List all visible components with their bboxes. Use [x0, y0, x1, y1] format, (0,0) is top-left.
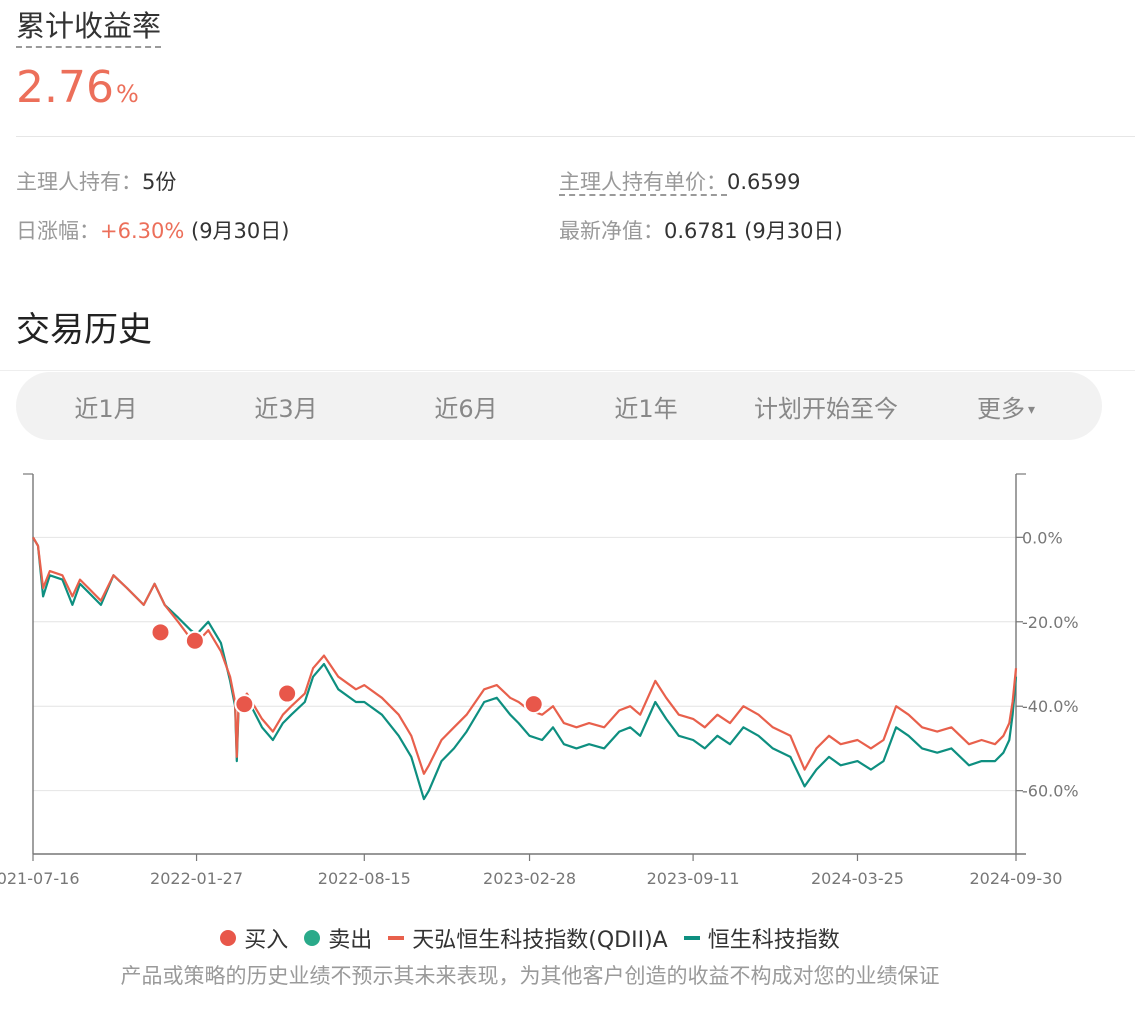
axes — [23, 473, 1026, 861]
chart-legend: 买入 卖出 天弘恒生科技指数(QDII)A 恒生科技指数 — [0, 922, 1060, 954]
buy-marker — [523, 694, 544, 715]
legend-sell[interactable]: 卖出 — [304, 922, 372, 954]
nav-label: 最新净值： — [559, 219, 664, 243]
y-tick-label: -20.0% — [1022, 613, 1079, 632]
trade-history-title: 交易历史 — [16, 310, 152, 350]
index-series-line — [32, 536, 1018, 801]
x-tick-label: 2021-07-16 — [0, 869, 79, 888]
sell-dot-icon — [304, 930, 321, 946]
legend-buy-label: 买入 — [244, 928, 289, 953]
fund-line-icon — [388, 936, 405, 940]
legend-fund-label: 天弘恒生科技指数(QDII)A — [412, 928, 668, 953]
tab-3-months[interactable]: 近3月 — [254, 394, 318, 423]
tab-since-plan-start[interactable]: 计划开始至今 — [754, 394, 898, 423]
x-tick-label: 2023-02-28 — [483, 869, 576, 888]
y-axis-labels: 0.0% -20.0% -40.0% -60.0% — [1022, 528, 1079, 800]
gridlines — [33, 536, 1016, 792]
unit-price-label[interactable]: 主理人持有单价： — [559, 170, 727, 196]
tab-more-label: 更多 — [976, 394, 1025, 423]
percent-unit: % — [115, 80, 139, 108]
series-lines — [32, 536, 1018, 801]
x-tick-label: 2023-09-11 — [647, 869, 740, 888]
buy-marker — [277, 683, 298, 704]
daily-change-info: 日涨幅：+6.30% (9月30日) — [16, 217, 289, 245]
daily-change-label: 日涨幅： — [16, 219, 100, 243]
buy-dot-icon — [220, 930, 237, 946]
cumulative-return-chart: 0.0% -20.0% -40.0% -60.0% 2021-07-16 2022-01… — [0, 473, 1079, 888]
x-tick-label: 2022-01-27 — [150, 869, 243, 888]
nav-date: (9月30日) — [744, 219, 843, 243]
unit-price-info: 主理人持有单价：0.6599 — [559, 168, 800, 196]
nav-info: 最新净值：0.6781 (9月30日) — [559, 217, 843, 245]
y-tick-label: -40.0% — [1022, 697, 1079, 716]
legend-index-label: 恒生科技指数 — [707, 928, 840, 953]
buy-marker — [184, 630, 205, 651]
x-tick-label: 2022-08-15 — [318, 869, 411, 888]
divider — [16, 136, 1135, 137]
holding-label: 主理人持有： — [16, 170, 142, 194]
tab-more[interactable]: 更多 ▾ — [916, 389, 1096, 424]
disclaimer: 产品或策略的历史业绩不预示其未来表现，为其他客户创造的收益不构成对您的业绩保证 — [120, 964, 940, 988]
trade-markers — [150, 622, 544, 715]
daily-change-value: +6.30% — [100, 219, 185, 243]
fund-series-line — [32, 536, 1018, 775]
y-tick-label: -60.0% — [1022, 782, 1079, 801]
unit-price-value: 0.6599 — [727, 170, 801, 194]
legend-buy[interactable]: 买入 — [220, 922, 288, 954]
x-tick-label: 2024-03-25 — [811, 869, 904, 888]
tab-1-year[interactable]: 近1年 — [614, 394, 678, 423]
daily-change-date: (9月30日) — [191, 219, 290, 243]
tab-1-month[interactable]: 近1月 — [74, 394, 138, 423]
tab-6-months[interactable]: 近6月 — [434, 394, 498, 423]
caret-down-icon: ▾ — [1027, 401, 1036, 418]
period-tabs: 近1月 近3月 近6月 近1年 计划开始至今 更多 ▾ — [16, 372, 1102, 440]
legend-index[interactable]: 恒生科技指数 — [683, 922, 840, 954]
legend-fund[interactable]: 天弘恒生科技指数(QDII)A — [388, 922, 668, 954]
x-tick-label: 2024-09-30 — [970, 869, 1063, 888]
holding-info: 主理人持有：5份 — [16, 168, 176, 196]
cumulative-return-value: 2.76% — [16, 60, 139, 116]
index-line-icon — [683, 936, 700, 940]
cumulative-return-number: 2.76 — [16, 62, 114, 113]
section-divider — [0, 370, 1135, 371]
nav-value: 0.6781 — [664, 219, 738, 243]
x-axis-labels: 2021-07-16 2022-01-27 2022-08-15 2023-02-28… — [0, 869, 1062, 888]
y-tick-label: 0.0% — [1022, 528, 1063, 547]
holding-value: 5份 — [142, 170, 177, 194]
cumulative-return-label[interactable]: 累计收益率 — [16, 8, 162, 48]
buy-marker — [150, 622, 171, 643]
buy-marker — [234, 694, 255, 715]
legend-sell-label: 卖出 — [328, 928, 373, 953]
